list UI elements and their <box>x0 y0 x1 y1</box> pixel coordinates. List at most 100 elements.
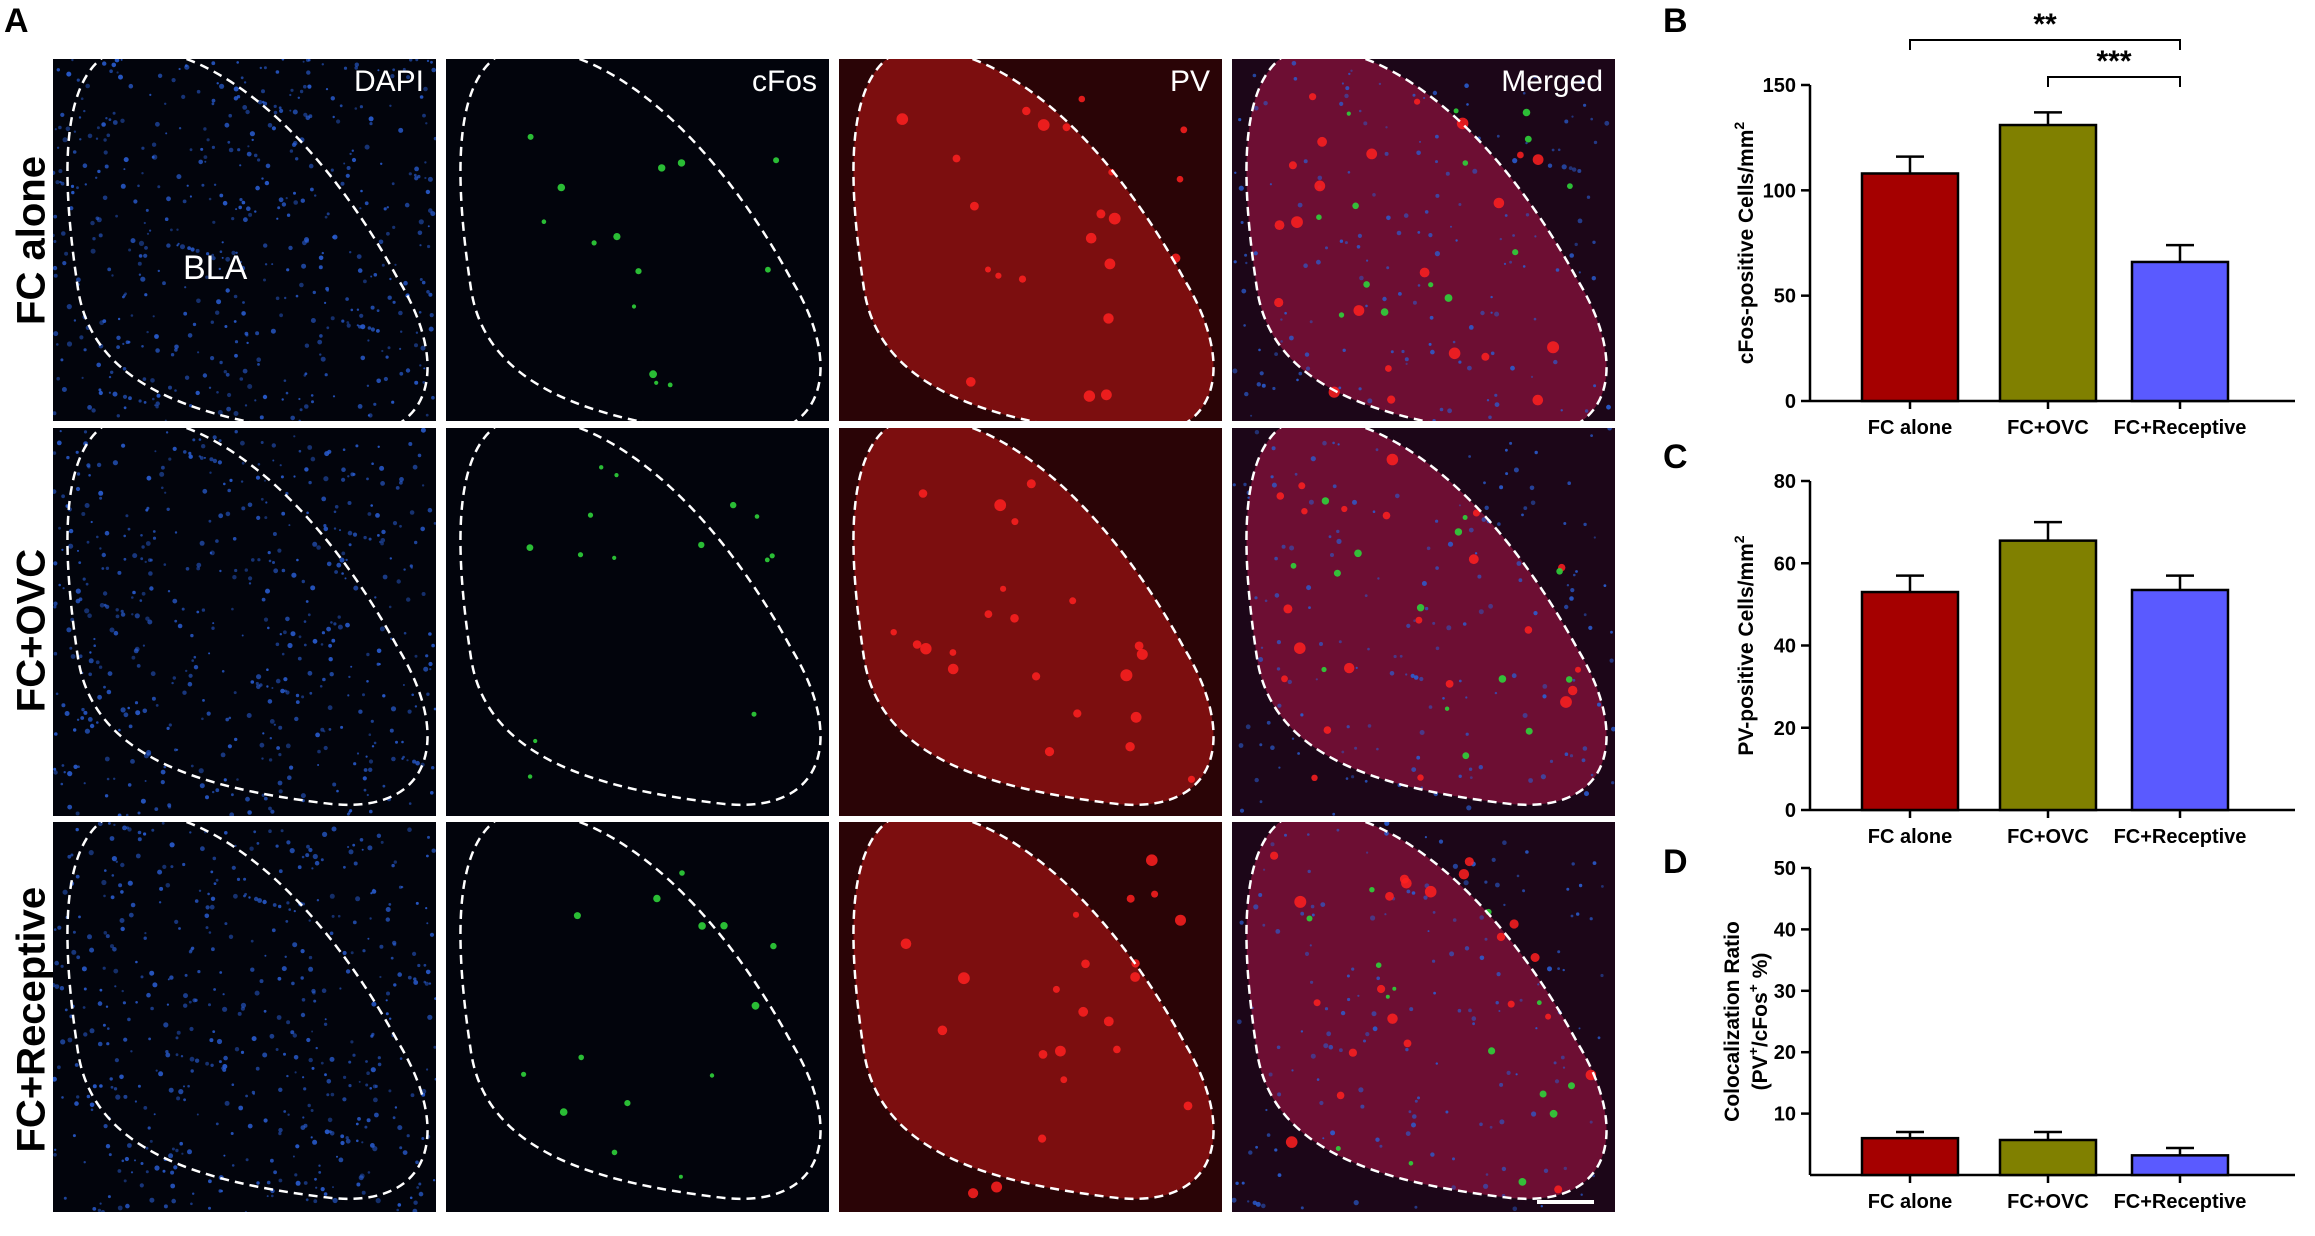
nucleus <box>1351 775 1355 779</box>
nucleus <box>141 545 145 549</box>
pv-cell <box>1283 604 1293 614</box>
nucleus <box>253 153 258 158</box>
nucleus <box>202 488 208 494</box>
nucleus <box>366 793 369 797</box>
nucleus <box>375 513 380 518</box>
nucleus <box>67 1037 73 1043</box>
nucleus <box>211 102 215 106</box>
nucleus <box>1463 880 1469 886</box>
nucleus <box>428 982 432 985</box>
nucleus <box>225 288 230 293</box>
nucleus <box>113 630 119 636</box>
nucleus <box>197 970 201 974</box>
nucleus <box>1563 1166 1567 1171</box>
nucleus <box>279 464 282 467</box>
nucleus <box>61 494 65 499</box>
pv-cell <box>1274 297 1284 308</box>
nucleus <box>1458 360 1462 364</box>
nucleus <box>1484 937 1488 941</box>
nucleus <box>165 1052 171 1058</box>
nucleus <box>1276 1045 1281 1050</box>
nucleus <box>357 1117 361 1121</box>
nucleus <box>163 1022 169 1028</box>
nucleus <box>222 993 225 996</box>
nucleus <box>85 83 90 89</box>
nucleus <box>263 1118 268 1123</box>
nucleus <box>58 583 61 587</box>
nucleus <box>308 163 314 169</box>
nucleus <box>390 706 397 712</box>
nucleus <box>218 513 224 519</box>
nucleus <box>127 706 130 710</box>
bla-outline <box>66 59 429 421</box>
nucleus <box>392 1116 396 1120</box>
nucleus <box>130 1050 133 1053</box>
nucleus <box>425 907 428 910</box>
micrograph-merged-row1: Merged <box>1232 59 1615 421</box>
nucleus <box>292 140 298 146</box>
nucleus <box>138 240 145 246</box>
nucleus <box>367 1171 371 1174</box>
nucleus <box>176 1030 181 1035</box>
nucleus <box>1261 383 1266 388</box>
nucleus <box>313 1199 318 1204</box>
nucleus <box>421 1137 425 1140</box>
nucleus <box>291 572 297 578</box>
nucleus <box>163 765 167 769</box>
nucleus <box>82 163 88 168</box>
nucleus <box>1512 234 1515 237</box>
nucleus <box>383 207 387 211</box>
nucleus <box>1281 544 1286 549</box>
nucleus <box>1502 840 1507 845</box>
nucleus <box>1244 253 1248 257</box>
micrograph-background <box>446 822 829 1212</box>
nucleus <box>219 83 225 89</box>
nucleus <box>162 1169 166 1173</box>
nucleus <box>108 375 112 379</box>
nucleus <box>152 397 155 401</box>
nucleus <box>308 966 314 972</box>
nucleus <box>265 501 268 504</box>
nucleus <box>352 843 356 847</box>
nucleus <box>183 450 187 454</box>
nucleus <box>204 160 207 163</box>
nucleus <box>248 582 252 585</box>
nucleus <box>1399 654 1403 658</box>
nucleus <box>345 1136 349 1140</box>
nucleus <box>1351 967 1355 971</box>
nucleus <box>1250 414 1253 417</box>
x-tick-label: FC+Receptive <box>2114 417 2247 439</box>
nucleus <box>207 892 210 896</box>
nucleus <box>60 964 64 968</box>
nucleus <box>1573 573 1576 577</box>
nucleus <box>1452 863 1458 869</box>
nucleus <box>176 174 182 180</box>
nucleus <box>1350 69 1353 72</box>
nucleus <box>255 475 261 480</box>
nucleus <box>1499 485 1504 490</box>
nucleus <box>289 93 292 97</box>
nucleus <box>1270 745 1275 750</box>
nucleus <box>1372 1026 1378 1032</box>
nucleus <box>1584 409 1589 413</box>
nucleus <box>347 530 353 536</box>
nucleus <box>328 643 332 648</box>
nucleus <box>210 896 216 901</box>
nucleus <box>66 627 72 633</box>
nucleus <box>278 1127 283 1133</box>
pv-cell <box>947 663 959 675</box>
nucleus <box>1590 117 1593 121</box>
nucleus <box>123 712 129 718</box>
nucleus <box>1518 578 1523 583</box>
nucleus <box>428 326 434 332</box>
nucleus <box>363 279 367 284</box>
nucleus <box>130 314 134 317</box>
nucleus <box>379 626 385 632</box>
nucleus <box>374 1112 379 1118</box>
nucleus <box>168 1087 174 1093</box>
nucleus <box>212 856 217 861</box>
nucleus <box>398 310 403 316</box>
pv-cell <box>1130 972 1140 982</box>
nucleus <box>137 184 140 188</box>
nucleus <box>1586 195 1591 199</box>
